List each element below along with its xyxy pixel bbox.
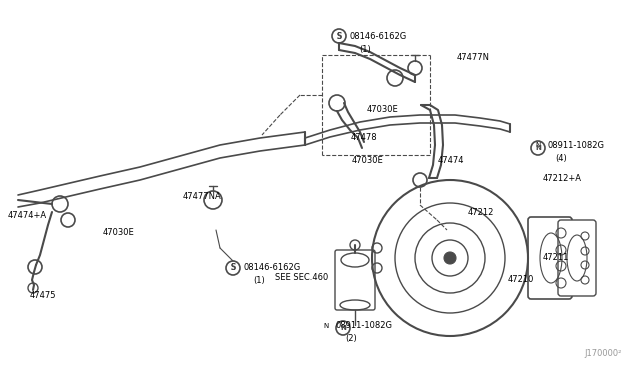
Text: 47212: 47212 [468,208,494,217]
Text: 08146-6162G: 08146-6162G [243,263,300,273]
Text: 47030E: 47030E [367,105,399,113]
Text: S: S [230,263,236,273]
Text: 47211: 47211 [543,253,570,263]
Text: 08911-1082G: 08911-1082G [548,141,605,150]
Text: (1): (1) [359,45,371,54]
Text: SEE SEC.460: SEE SEC.460 [275,273,328,282]
Circle shape [444,252,456,264]
Text: (4): (4) [555,154,567,163]
Text: (1): (1) [253,276,265,285]
Text: 47210: 47210 [508,276,534,285]
Text: 08911-1082G: 08911-1082G [336,321,393,330]
FancyBboxPatch shape [528,217,572,299]
Text: N: N [536,142,541,148]
FancyBboxPatch shape [335,250,375,310]
Text: 47030E: 47030E [352,155,384,164]
Text: 47030E: 47030E [103,228,135,237]
Text: 47212+A: 47212+A [543,173,582,183]
Text: (2): (2) [345,334,356,343]
Text: S: S [336,32,342,41]
Text: S: S [230,263,236,273]
Text: 47477N: 47477N [457,52,490,61]
Text: 47474+A: 47474+A [8,211,47,219]
Text: 08146-6162G: 08146-6162G [349,32,406,41]
Text: 47474: 47474 [438,155,465,164]
Text: J170000²: J170000² [584,349,622,358]
Text: 47478: 47478 [351,132,378,141]
Text: N: N [535,145,541,151]
FancyBboxPatch shape [558,220,596,296]
Text: N: N [323,323,328,329]
Text: 47475: 47475 [30,292,56,301]
Text: S: S [337,32,341,41]
Text: 47477NA: 47477NA [183,192,221,201]
Text: N: N [340,325,346,331]
